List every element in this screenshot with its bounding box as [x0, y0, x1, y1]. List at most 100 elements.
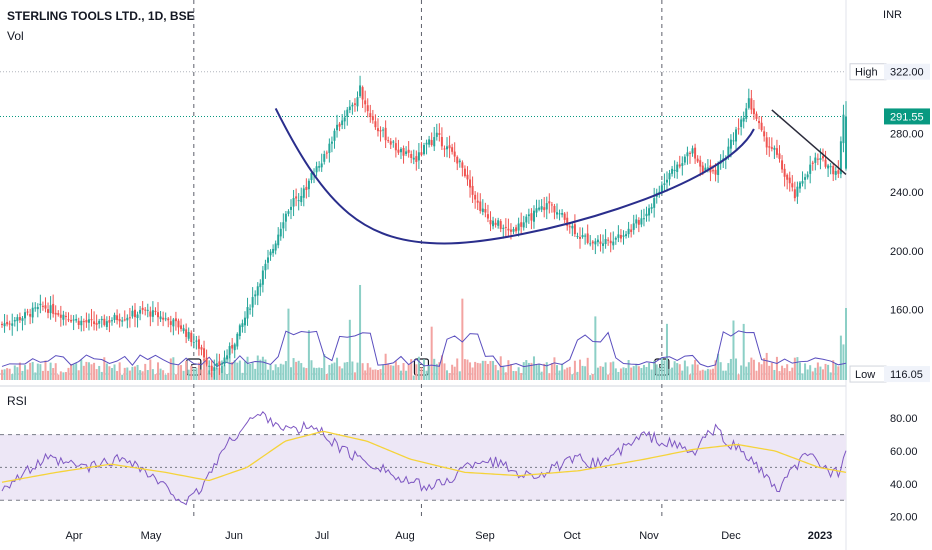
volume-bar	[724, 370, 727, 380]
candle-body	[681, 163, 684, 166]
volume-bar	[714, 360, 717, 380]
candle-body	[735, 129, 738, 142]
candle-body	[579, 236, 582, 239]
volume-bar	[463, 359, 466, 380]
volume-bar	[798, 362, 801, 380]
volume-bar	[59, 371, 62, 380]
volume-bar	[484, 360, 487, 380]
candle-body	[832, 165, 835, 175]
candle-body	[525, 216, 528, 223]
volume-bar	[384, 353, 387, 380]
candle-body	[540, 206, 543, 210]
volume-bar	[635, 363, 638, 380]
candle-body	[474, 194, 477, 200]
candle-body	[446, 146, 449, 150]
volume-bar	[77, 370, 80, 380]
volume-bar	[658, 367, 661, 380]
candle-body	[139, 309, 142, 314]
volume-bar	[471, 367, 474, 380]
candle-body	[353, 103, 356, 105]
candle-body	[249, 308, 252, 310]
high-value-box	[884, 63, 930, 80]
volume-bar	[325, 373, 328, 380]
candle-body	[67, 319, 70, 321]
candle-body	[95, 322, 98, 325]
volume-bar	[428, 365, 431, 380]
volume-bar	[619, 368, 622, 380]
candle-body	[11, 323, 14, 326]
volume-bar	[642, 364, 645, 380]
volume-bar	[596, 367, 599, 380]
candle-body	[292, 198, 295, 207]
candle-body	[121, 320, 124, 322]
volume-bar	[515, 371, 518, 380]
candle-body	[494, 222, 497, 225]
volume-bar	[238, 360, 241, 380]
candle-body	[195, 340, 198, 342]
rsi-band	[0, 434, 846, 501]
volume-bar	[93, 362, 96, 380]
candle-body	[433, 137, 436, 147]
x-tick-label: Nov	[639, 530, 659, 542]
volume-bar	[453, 366, 456, 380]
candle-body	[136, 314, 139, 318]
volume-bar	[612, 361, 615, 380]
candle-body	[295, 196, 298, 199]
candle-body	[484, 209, 487, 213]
candle-body	[466, 174, 469, 180]
candle-body	[627, 228, 630, 235]
candle-body	[126, 317, 129, 321]
chart-title: STERLING TOOLS LTD., 1D, BSE	[7, 9, 195, 23]
price-tick-label: 280.00	[890, 128, 924, 140]
volume-bar	[553, 357, 556, 380]
volume-bar	[417, 356, 420, 380]
candle-body	[827, 165, 830, 169]
x-tick-label: Jul	[315, 530, 329, 542]
volume-bar	[763, 358, 766, 380]
candle-body	[123, 319, 126, 321]
candle-body	[440, 137, 443, 147]
candle-body	[717, 163, 720, 176]
volume-bar	[254, 368, 257, 380]
volume-bar	[527, 362, 530, 380]
volume-bar	[622, 367, 625, 380]
volume-bar	[650, 369, 653, 380]
candle-body	[591, 241, 594, 244]
volume-bar	[438, 362, 441, 380]
candle-body	[443, 148, 446, 150]
volume-bar	[313, 367, 316, 380]
volume-bar	[704, 370, 707, 380]
volume-bar	[279, 363, 282, 380]
volume-bar	[507, 360, 510, 380]
volume-bar	[190, 365, 193, 380]
volume-bar	[469, 362, 472, 380]
candle-body	[517, 223, 520, 231]
volume-bar	[433, 358, 436, 380]
volume-bar	[663, 360, 666, 380]
volume-bar	[85, 361, 88, 380]
volume-bar	[837, 366, 840, 380]
candle-body	[778, 153, 781, 159]
candle-body	[182, 328, 185, 332]
volume-bar	[159, 368, 162, 380]
volume-bar	[722, 370, 725, 380]
volume-bar	[123, 367, 126, 380]
candle-body	[238, 325, 241, 337]
last-price-value-box	[884, 108, 930, 125]
candle-body	[243, 317, 246, 326]
volume-bar	[402, 363, 405, 380]
candle-body	[642, 218, 645, 220]
volume-bar	[70, 364, 73, 380]
volume-bar	[151, 369, 154, 380]
candle-body	[768, 146, 771, 148]
volume-bar	[701, 369, 704, 380]
volume-bar	[392, 365, 395, 380]
volume-bar	[558, 370, 561, 380]
volume-bar	[696, 364, 699, 380]
volume-bar	[29, 362, 32, 380]
candle-body	[277, 234, 280, 246]
candle-body	[535, 208, 538, 213]
volume-bar	[517, 367, 520, 380]
volume-bar	[489, 360, 492, 380]
